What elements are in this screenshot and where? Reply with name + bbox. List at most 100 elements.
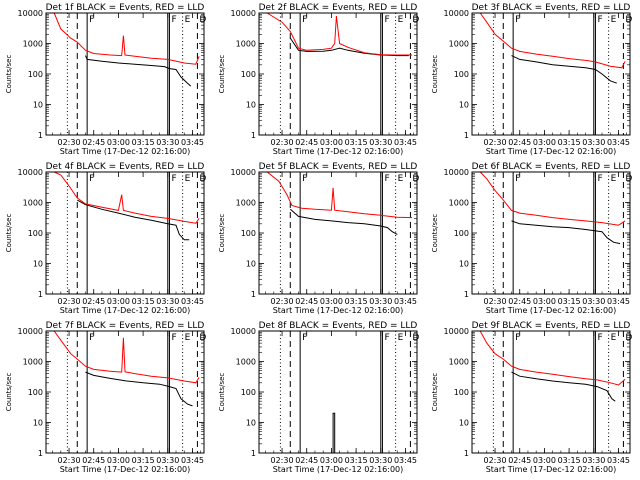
- x-axis-label: Start Time (17-Dec-12 02:16:00): [273, 147, 404, 156]
- y-tick-label: 100: [28, 70, 43, 79]
- x-tick-label: 02:45: [508, 456, 531, 465]
- x-tick-label: 03:00: [320, 297, 343, 306]
- y-tick-label: 10000: [18, 168, 43, 177]
- y-tick-label: 1000: [449, 199, 469, 208]
- y-axis-label: Counts/sec: [218, 373, 226, 412]
- x-tick-label: 03:15: [345, 297, 368, 306]
- x-axis-label: Start Time (17-Dec-12 02:16:00): [273, 306, 404, 315]
- y-axis-label: Counts/sec: [5, 373, 13, 412]
- x-tick-label: 03:30: [582, 297, 605, 306]
- plot-frame: [471, 171, 631, 295]
- marker-label: D: [199, 174, 206, 184]
- marker-label: E: [398, 174, 404, 184]
- x-axis-label: Start Time (17-Dec-12 02:16:00): [60, 306, 191, 315]
- marker-label: D: [412, 174, 419, 184]
- x-tick-label: 02:45: [295, 456, 318, 465]
- marker-label: F: [384, 333, 389, 343]
- x-tick-label: 03:15: [345, 456, 368, 465]
- marker-label: F: [597, 333, 602, 343]
- x-tick-label: 03:45: [181, 297, 204, 306]
- panel-title: Det 6f BLACK = Events, RED = LLD: [472, 162, 631, 172]
- marker-label: F: [515, 174, 520, 184]
- x-tick-label: 03:45: [394, 297, 417, 306]
- marker-label: F: [515, 15, 520, 25]
- x-axis-label: Start Time (17-Dec-12 02:16:00): [486, 306, 617, 315]
- x-tick-label: 03:30: [369, 456, 392, 465]
- marker-label: D: [625, 15, 632, 25]
- x-tick-label: 02:45: [82, 456, 105, 465]
- chart-panel-4: Det 4f BLACK = Events, RED = LLD Counts/s…: [5, 162, 206, 315]
- series-line-events: [511, 371, 616, 402]
- panel-title: Det 8f BLACK = Events, RED = LLD: [259, 321, 418, 331]
- x-tick-label: 02:30: [484, 456, 507, 465]
- marker-label: E: [398, 15, 404, 25]
- x-tick-label: 02:45: [295, 138, 318, 147]
- y-tick-label: 100: [454, 70, 469, 79]
- y-tick-label: 10: [33, 101, 43, 110]
- panel-title: Det 4f BLACK = Events, RED = LLD: [46, 162, 205, 172]
- marker-label: E: [611, 174, 617, 184]
- x-tick-label: 03:15: [558, 456, 581, 465]
- y-tick-label: 1: [464, 131, 469, 140]
- plot-frame: [258, 330, 418, 454]
- marker-label: D: [199, 15, 206, 25]
- y-tick-label: 1: [251, 131, 256, 140]
- x-tick-label: 03:45: [607, 456, 630, 465]
- y-tick-label: 100: [454, 388, 469, 397]
- panel-title: Det 2f BLACK = Events, RED = LLD: [259, 3, 418, 13]
- x-tick-label: 02:45: [508, 297, 531, 306]
- series-line-lld: [53, 330, 200, 384]
- series-line-events: [85, 55, 192, 87]
- x-tick-label: 03:45: [394, 138, 417, 147]
- plot-frame: [258, 171, 418, 295]
- y-tick-label: 10000: [231, 327, 256, 336]
- y-tick-label: 1: [38, 131, 43, 140]
- marker-label: F: [171, 174, 176, 184]
- chart-panel-5: Det 5f BLACK = Events, RED = LLD Counts/s…: [218, 162, 419, 315]
- x-tick-label: 03:45: [607, 138, 630, 147]
- x-tick-label: 03:30: [369, 297, 392, 306]
- y-tick-label: 10000: [231, 9, 256, 18]
- y-tick-label: 1: [38, 449, 43, 458]
- marker-label: E: [611, 333, 617, 343]
- plot-frame: [45, 330, 205, 454]
- y-axis-label: Counts/sec: [431, 55, 439, 94]
- y-tick-label: 10000: [18, 327, 43, 336]
- x-tick-label: 03:00: [107, 138, 130, 147]
- x-tick-label: 02:30: [484, 297, 507, 306]
- marker-label: D: [625, 174, 632, 184]
- x-tick-label: 03:45: [181, 138, 204, 147]
- series-line-lld: [53, 12, 200, 65]
- x-tick-label: 02:45: [295, 297, 318, 306]
- x-axis-label: Start Time (17-Dec-12 02:16:00): [486, 465, 617, 474]
- marker-label: F: [384, 174, 389, 184]
- marker-label: E: [398, 333, 404, 343]
- x-tick-label: 03:15: [345, 138, 368, 147]
- plot-frame: [471, 330, 631, 454]
- marker-label: F: [597, 15, 602, 25]
- marker-label: D: [412, 15, 419, 25]
- x-tick-label: 03:00: [533, 456, 556, 465]
- chart-panel-7: Det 7f BLACK = Events, RED = LLD Counts/s…: [5, 321, 206, 474]
- x-tick-label: 03:30: [582, 138, 605, 147]
- chart-panel-1: Det 1f BLACK = Events, RED = LLD Counts/s…: [5, 3, 206, 156]
- y-tick-label: 1: [464, 290, 469, 299]
- x-tick-label: 03:45: [607, 297, 630, 306]
- chart-panel-2: Det 2f BLACK = Events, RED = LLD Counts/s…: [218, 3, 419, 156]
- marker-label: F: [302, 174, 307, 184]
- marker-label: E: [185, 15, 191, 25]
- series-line-lld: [266, 12, 413, 56]
- y-tick-label: 10000: [18, 9, 43, 18]
- y-axis-label: Counts/sec: [5, 55, 13, 94]
- y-tick-label: 1: [251, 290, 256, 299]
- y-tick-label: 10: [246, 419, 256, 428]
- series-line-events: [85, 371, 193, 407]
- marker-label: F: [171, 15, 176, 25]
- y-tick-label: 1000: [23, 199, 43, 208]
- y-tick-label: 10: [246, 101, 256, 110]
- marker-label: F: [171, 333, 176, 343]
- y-tick-label: 100: [28, 388, 43, 397]
- marker-label: F: [597, 174, 602, 184]
- marker-label: F: [302, 333, 307, 343]
